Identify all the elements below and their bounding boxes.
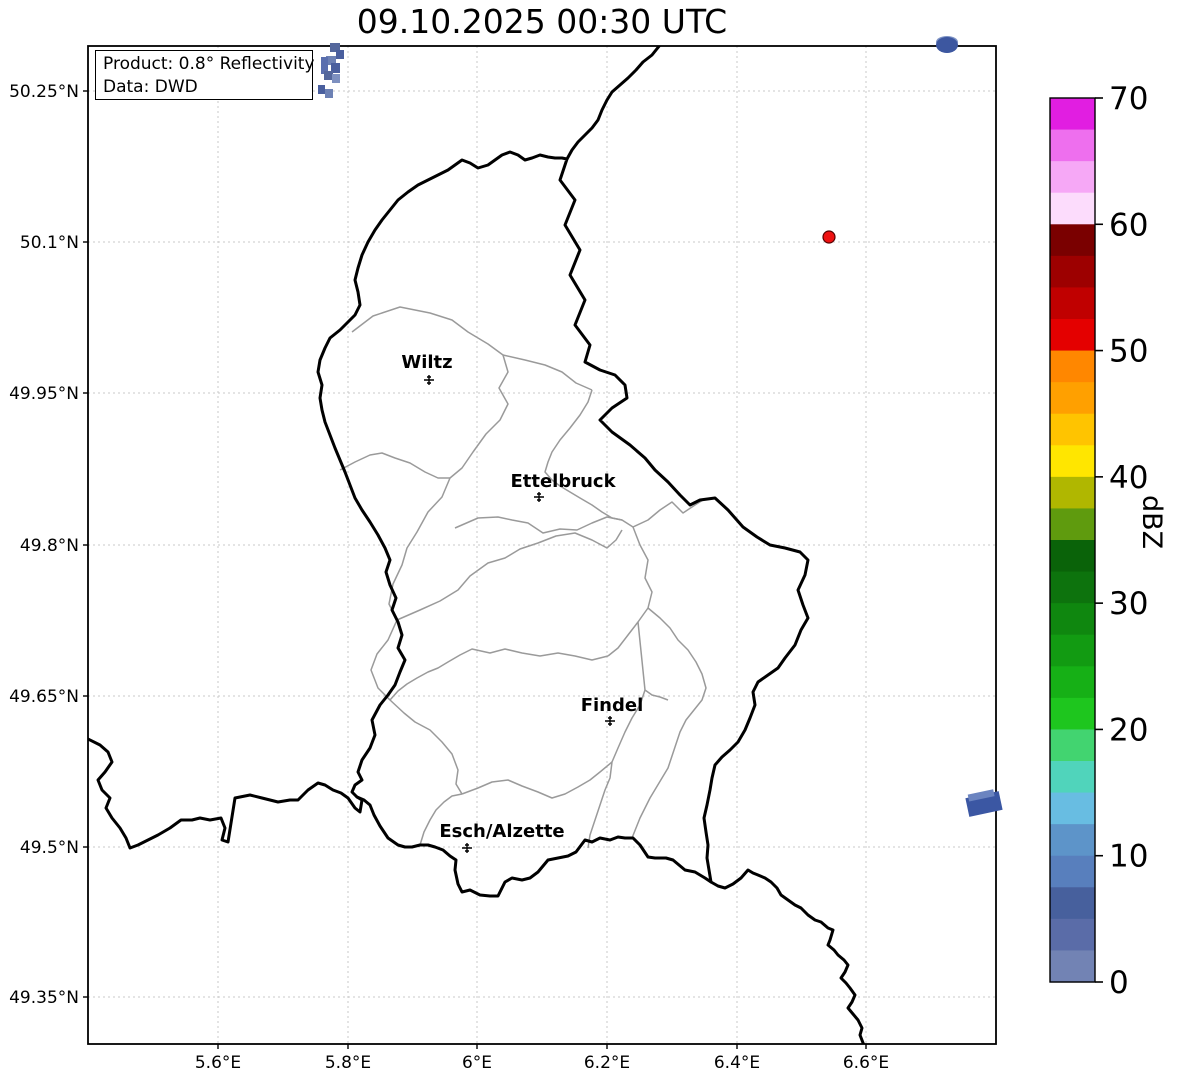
colorbar-unit-label: dBZ (1136, 495, 1167, 550)
echo-pixel (332, 74, 340, 83)
x-tick-label: 6.2°E (584, 1053, 630, 1073)
district-border (631, 607, 707, 839)
district-border (351, 306, 509, 479)
country-border (709, 868, 866, 1044)
district-border (389, 648, 609, 701)
colorbar-segment (1050, 508, 1095, 541)
district-border (502, 354, 593, 391)
x-tick-label: 6.6°E (843, 1053, 889, 1073)
echo-pixel (330, 43, 340, 52)
city-marker (424, 375, 434, 385)
colorbar-tick-label: 50 (1109, 334, 1148, 370)
echo-pixel (336, 50, 344, 59)
x-tick-label: 6°E (462, 1053, 492, 1073)
country-border (88, 737, 364, 850)
map-plot-area (88, 46, 996, 1044)
colorbar-segment (1050, 161, 1095, 194)
district-border (370, 477, 463, 795)
y-tick-label: 49.95°N (9, 384, 79, 404)
district-border (339, 452, 450, 479)
colorbar-segment (1050, 224, 1095, 257)
colorbar-segment (1050, 729, 1095, 762)
colorbar-segment (1050, 319, 1095, 352)
country-border (316, 150, 810, 898)
colorbar-segment (1050, 255, 1095, 289)
colorbar-tick-label: 60 (1109, 207, 1148, 243)
y-tick-label: 49.8°N (20, 536, 79, 556)
echo-pixel (318, 85, 325, 94)
colorbar-tick-label: 20 (1109, 712, 1148, 748)
colorbar-tick-label: 70 (1109, 81, 1148, 117)
colorbar-segment (1050, 950, 1095, 983)
echo-patch-fringe (967, 789, 995, 802)
district-border (587, 689, 646, 849)
colorbar-segment (1050, 603, 1095, 636)
colorbar-segment (1050, 918, 1095, 952)
city-label: Esch/Alzette (439, 821, 564, 842)
colorbar-segment (1050, 761, 1095, 794)
city-label: Ettelbruck (510, 471, 616, 492)
colorbar-segment (1050, 824, 1095, 857)
colorbar-segment (1050, 792, 1095, 825)
colorbar-segment (1050, 697, 1095, 731)
district-border (454, 516, 653, 657)
plot-title: 09.10.2025 00:30 UTC (356, 2, 728, 41)
district-border (396, 529, 623, 621)
y-tick-label: 49.65°N (9, 687, 79, 707)
district-border (461, 761, 613, 799)
colorbar-segment (1050, 855, 1095, 888)
colorbar-segment (1050, 350, 1095, 383)
district-border (632, 499, 704, 528)
radar-site-dot (822, 230, 836, 244)
x-tick-label: 6.4°E (714, 1053, 760, 1073)
echo-pixel (325, 89, 333, 98)
city-label: Findel (581, 695, 644, 716)
district-border (544, 389, 623, 521)
country-border (565, 46, 662, 161)
product-info-line2: Data: DWD (103, 76, 198, 97)
colorbar-segment (1050, 666, 1095, 699)
city-marker (462, 843, 472, 853)
product-info-box: Product: 0.8° Reflectivity Data: DWD (95, 50, 315, 100)
echo-pixel (321, 57, 328, 74)
district-border (637, 621, 669, 701)
x-tick-label: 5.8°E (325, 1053, 371, 1073)
colorbar-segment (1050, 540, 1095, 573)
echo-pixel (331, 63, 340, 73)
city-label: Wiltz (401, 352, 452, 373)
colorbar-segment (1050, 382, 1095, 415)
y-tick-label: 49.5°N (20, 838, 79, 858)
colorbar-segment (1050, 192, 1095, 225)
colorbar-tick-label: 10 (1109, 839, 1148, 875)
colorbar-segment (1050, 571, 1095, 604)
colorbar-segment (1050, 634, 1095, 667)
product-info-line1: Product: 0.8° Reflectivity (103, 54, 315, 74)
y-tick-label: 49.35°N (9, 988, 79, 1008)
colorbar-segment (1050, 98, 1095, 131)
echo-pixel (326, 56, 336, 65)
colorbar-segment (1050, 476, 1095, 510)
city-marker (534, 492, 544, 502)
radar-echoes (318, 36, 1003, 817)
y-tick-label: 50.1°N (20, 233, 79, 253)
colorbar-tick-label: 0 (1109, 965, 1129, 1001)
colorbar-segment (1050, 445, 1095, 478)
colorbar-tick-label: 30 (1109, 586, 1148, 622)
colorbar-segment (1050, 129, 1095, 162)
city-marker (605, 716, 615, 726)
colorbar: 0 10 20 30 40 50 60 70 (1049, 81, 1148, 1001)
colorbar-tick-label: 40 (1109, 460, 1148, 496)
district-border (419, 793, 463, 846)
echo-pixel (324, 71, 333, 80)
colorbar-segment (1050, 413, 1095, 446)
y-tick-label: 50.25°N (9, 82, 79, 102)
x-tick-label: 5.6°E (195, 1053, 241, 1073)
colorbar-frame (1049, 97, 1096, 983)
echo-blob (936, 37, 958, 53)
colorbar-segment (1050, 287, 1095, 320)
colorbar-segment (1050, 887, 1095, 920)
